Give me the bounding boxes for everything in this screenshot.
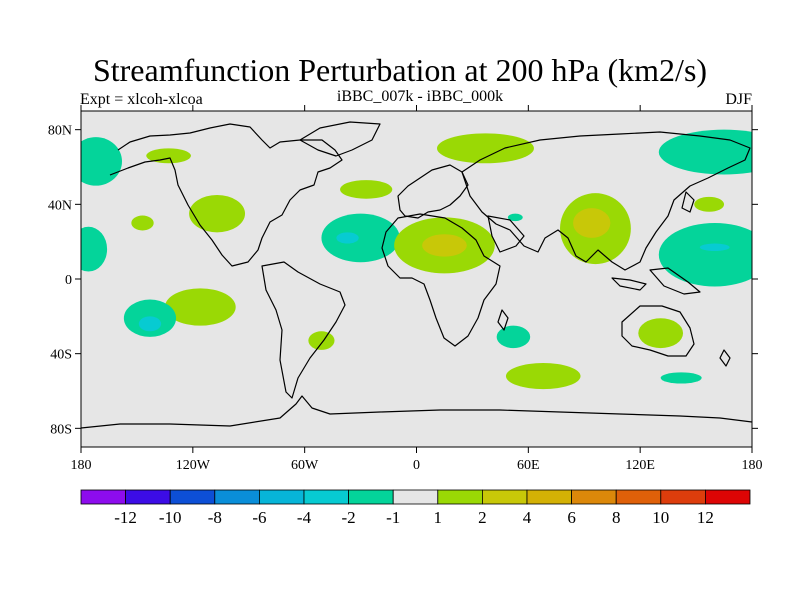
colorbar-label-8: 2 [478,508,487,527]
anomaly-w-pacific-core [699,243,730,251]
colorbar-box-9 [481,489,528,505]
map-background [81,111,752,447]
anomaly-alaska-pos [146,148,191,164]
colorbar-box-11 [571,489,617,505]
lon-label-180-6: 180 [742,458,763,473]
colorbar-box-1 [125,489,171,505]
anomaly-arctic-east-neg [658,129,752,175]
lon-label-180-0: 180 [71,458,92,473]
anomaly-field [81,129,752,390]
anomaly-s-pacific-core [138,316,162,332]
lat-label-40S: 40S [50,348,72,363]
anomaly-e-pacific-pos [131,215,154,231]
coastlines [81,121,752,429]
anomaly-indian-ocean-neg [496,325,531,349]
colorbar-label-12: 10 [652,508,669,527]
colorbar-label-10: 6 [567,508,576,527]
colorbar-label-2: -8 [208,508,222,527]
lon-label-120W-1: 120W [176,458,211,473]
colorbar-box-0 [80,489,126,505]
anomaly-n-pacific-west-neg [81,137,122,186]
colorbar-box-4 [258,489,305,505]
lon-label-60W-2: 60W [291,458,319,473]
lon-label-120E-5: 120E [625,458,655,473]
experiment-label: Expt = xlcoh-xlcoa [80,91,203,108]
anomaly-c-atlantic-neg [321,213,400,263]
anomaly-s-atlantic-west-pos [308,331,335,350]
colorbar-box-12 [615,489,662,505]
colorbar-box-10 [526,489,572,505]
anomaly-w-pacific-neg [658,223,752,287]
colorbar-label-5: -2 [342,508,356,527]
colorbar-label-9: 4 [523,508,532,527]
lat-label-0: 0 [65,273,72,288]
anomaly-nw-europe-pos [340,180,393,199]
colorbar-label-0: -12 [114,508,137,527]
lat-label-80N: 80N [48,124,72,139]
colorbar: -12 -10 -8 -6 -4 -2 -1 1 2 4 6 8 10 12 [80,489,751,527]
season-label: DJF [725,91,752,108]
anomaly-arabia-neg [507,213,523,222]
colorbar-box-2 [169,489,216,505]
anomaly-s-pacific-pos [164,288,236,326]
difference-label: iBBC_007k - iBBC_000k [336,88,504,105]
colorbar-box-8 [437,489,483,505]
colorbar-label-3: -6 [252,508,266,527]
anomaly-australia-pos [638,318,684,349]
colorbar-box-3 [214,489,260,505]
lon-label-60E-4: 60E [517,458,540,473]
anomaly-tasman-neg [660,372,702,384]
colorbar-label-6: -1 [386,508,400,527]
map-axes: 80N 40N 0 40S 80S 180 120W 60W 0 60E 120E 180 [48,105,763,473]
colorbar-box-6 [348,489,394,505]
anomaly-s-ocean-pos [505,363,581,390]
lat-label-40N: 40N [48,198,72,213]
plot-title: Streamfunction Perturbation at 200 hPa (… [92,52,708,88]
colorbar-label-11: 8 [612,508,621,527]
anomaly-atlantic-core [336,232,359,244]
anomaly-nw-america-pos [189,195,246,233]
anomaly-n-russia-pos [437,133,534,164]
anomaly-south-asia-core [573,208,611,238]
colorbar-box-13 [660,489,706,505]
anomaly-japan-pos [694,196,725,212]
lat-label-80S: 80S [50,422,72,437]
colorbar-box-5 [303,489,349,505]
colorbar-label-1: -10 [159,508,182,527]
anomaly-e-pacific-neg [81,226,108,272]
colorbar-label-13: 12 [697,508,714,527]
anomaly-n-africa-core [422,234,467,257]
colorbar-label-7: 1 [434,508,443,527]
colorbar-label-4: -4 [297,508,312,527]
colorbar-box-7 [392,489,439,505]
lon-label-0-3: 0 [413,458,420,473]
colorbar-box-14 [705,489,751,505]
